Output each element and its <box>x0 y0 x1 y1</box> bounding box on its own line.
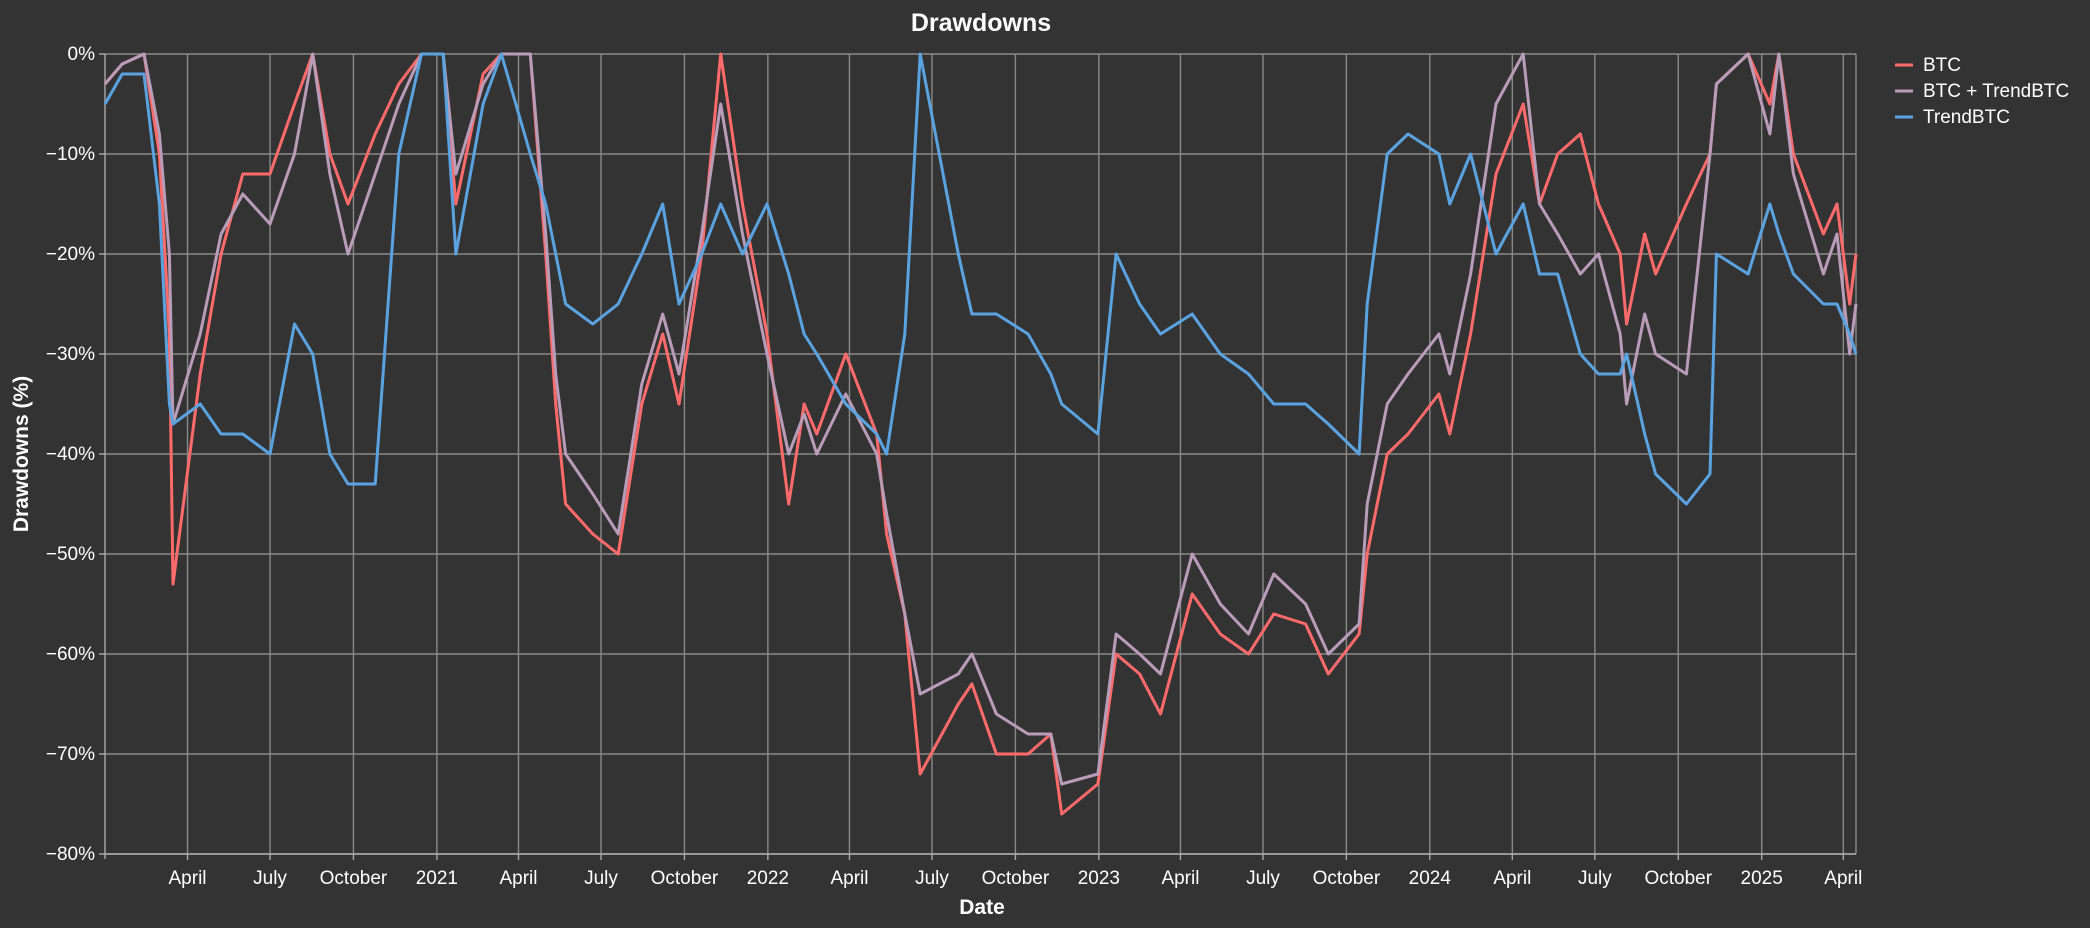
axes <box>99 53 1856 860</box>
x-tick-label: 2025 <box>1741 868 1783 889</box>
legend-label: TrendBTC <box>1923 107 2010 128</box>
y-axis-title: Drawdowns (%) <box>10 376 33 532</box>
x-tick-label: October <box>320 868 388 889</box>
series-lines <box>103 52 1858 816</box>
x-tick-label: July <box>1578 868 1612 889</box>
x-tick-label: July <box>253 868 287 889</box>
x-tick-label: October <box>1644 868 1712 889</box>
x-tick-label: July <box>1246 868 1280 889</box>
y-tick-label: −20% <box>46 244 95 265</box>
x-tick-label: October <box>651 868 719 889</box>
x-tick-label: April <box>1824 868 1862 889</box>
legend-label: BTC <box>1923 55 1961 76</box>
x-axis-title: Date <box>959 896 1005 919</box>
series-line-btc-trendbtc <box>103 52 1858 786</box>
x-tick-labels: April July October 2021 April July October 2022… <box>169 868 1863 889</box>
x-tick-label: 2024 <box>1409 868 1452 889</box>
y-tick-label: −70% <box>46 744 95 765</box>
y-tick-label: 0% <box>68 44 96 65</box>
y-tick-label: −80% <box>46 844 95 865</box>
y-tick-label: −60% <box>46 644 95 665</box>
x-tick-label: July <box>584 868 618 889</box>
chart-title: Drawdowns <box>911 9 1051 37</box>
legend-label: BTC + TrendBTC <box>1923 81 2069 102</box>
x-tick-label: 2023 <box>1078 868 1120 889</box>
y-tick-label: −40% <box>46 444 95 465</box>
legend: BTC BTC + TrendBTC TrendBTC <box>1895 55 2069 128</box>
x-tick-label: 2021 <box>416 868 458 889</box>
y-tick-labels: 0% −10% −20% −30% −40% −50% −60% −70% −80% <box>46 44 95 865</box>
x-tick-label: October <box>1313 868 1381 889</box>
y-tick-label: −50% <box>46 544 95 565</box>
x-tick-label: July <box>915 868 949 889</box>
x-tick-label: 2022 <box>747 868 789 889</box>
y-tick-label: −30% <box>46 344 95 365</box>
x-tick-label: April <box>499 868 537 889</box>
y-tick-label: −10% <box>46 144 95 165</box>
series-line-btc <box>103 52 1858 816</box>
x-tick-label: April <box>169 868 207 889</box>
x-tick-label: October <box>982 868 1050 889</box>
x-tick-label: April <box>830 868 868 889</box>
x-tick-label: April <box>1161 868 1199 889</box>
series-line-trendbtc <box>103 52 1858 506</box>
x-tick-label: April <box>1493 868 1531 889</box>
